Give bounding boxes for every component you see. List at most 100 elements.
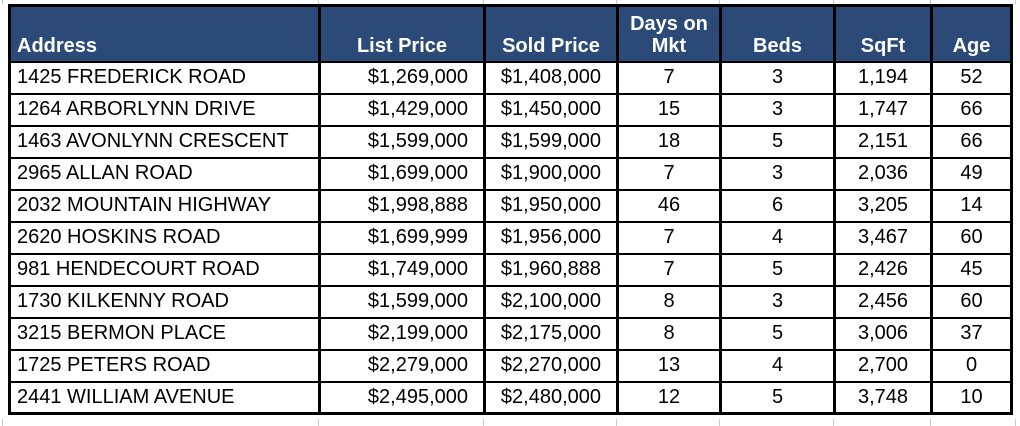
gridline-tick [833,419,834,426]
cell-days-on-mkt[interactable]: 18 [616,124,722,159]
cell-sqft[interactable]: 3,467 [833,220,933,255]
cell-beds[interactable]: 5 [719,124,836,159]
cell-beds[interactable]: 5 [719,252,836,287]
cell-list-price[interactable]: $1,699,999 [318,220,486,255]
cell-address[interactable]: 1425 FREDERICK ROAD [8,60,321,95]
cell-age[interactable]: 0 [930,348,1013,383]
table-row: 2032 MOUNTAIN HIGHWAY $1,998,888 $1,950,00… [8,188,1013,223]
cell-days-on-mkt[interactable]: 7 [616,156,722,191]
cell-sqft[interactable]: 2,426 [833,252,933,287]
cell-sold-price[interactable]: $1,960,888 [483,252,619,287]
column-header-list-price[interactable]: List Price [318,4,486,63]
table-row: 3215 BERMON PLACE $2,199,000 $2,175,000 8 5 3… [8,316,1013,351]
cell-sqft[interactable]: 2,456 [833,284,933,319]
cell-age[interactable]: 10 [930,380,1013,415]
cell-beds[interactable]: 5 [719,380,836,415]
gridline-tick [483,419,484,426]
cell-address[interactable]: 2965 ALLAN ROAD [8,156,321,191]
cell-address[interactable]: 1730 KILKENNY ROAD [8,284,321,319]
cell-days-on-mkt[interactable]: 13 [616,348,722,383]
cell-sold-price[interactable]: $2,480,000 [483,380,619,415]
cell-sold-price[interactable]: $2,270,000 [483,348,619,383]
column-header-beds[interactable]: Beds [719,4,836,63]
cell-sqft[interactable]: 3,205 [833,188,933,223]
cell-address[interactable]: 2032 MOUNTAIN HIGHWAY [8,188,321,223]
cell-beds[interactable]: 4 [719,220,836,255]
cell-days-on-mkt[interactable]: 8 [616,284,722,319]
cell-list-price[interactable]: $1,269,000 [318,60,486,95]
gridline-tick [833,0,834,4]
cell-age[interactable]: 45 [930,252,1013,287]
cell-sold-price[interactable]: $2,175,000 [483,316,619,351]
gridline-tick [318,0,319,4]
cell-sold-price[interactable]: $1,950,000 [483,188,619,223]
cell-address[interactable]: 3215 BERMON PLACE [8,316,321,351]
cell-list-price[interactable]: $2,495,000 [318,380,486,415]
cell-days-on-mkt[interactable]: 46 [616,188,722,223]
column-header-address[interactable]: Address [8,4,321,63]
cell-age[interactable]: 60 [930,220,1013,255]
cell-age[interactable]: 66 [930,124,1013,159]
cell-age[interactable]: 14 [930,188,1013,223]
cell-days-on-mkt[interactable]: 15 [616,92,722,127]
property-listings-table: Address List Price Sold Price Days on Mkt Be… [8,4,1013,415]
gridline-tick [616,0,617,4]
gridline-tick [930,419,931,426]
cell-sqft[interactable]: 2,036 [833,156,933,191]
cell-list-price[interactable]: $1,429,000 [318,92,486,127]
cell-days-on-mkt[interactable]: 8 [616,316,722,351]
cell-list-price[interactable]: $1,998,888 [318,188,486,223]
column-header-days-on-mkt[interactable]: Days on Mkt [616,4,722,63]
cell-beds[interactable]: 4 [719,348,836,383]
cell-age[interactable]: 52 [930,60,1013,95]
cell-days-on-mkt[interactable]: 7 [616,252,722,287]
cell-beds[interactable]: 3 [719,60,836,95]
cell-address[interactable]: 1463 AVONLYNN CRESCENT [8,124,321,159]
gridline-tick [1015,419,1016,426]
cell-beds[interactable]: 3 [719,92,836,127]
cell-age[interactable]: 37 [930,316,1013,351]
cell-list-price[interactable]: $2,199,000 [318,316,486,351]
cell-beds[interactable]: 6 [719,188,836,223]
table-row: 2441 WILLIAM AVENUE $2,495,000 $2,480,000 1… [8,380,1013,415]
cell-address[interactable]: 1725 PETERS ROAD [8,348,321,383]
cell-days-on-mkt[interactable]: 12 [616,380,722,415]
cell-sqft[interactable]: 3,748 [833,380,933,415]
cell-sold-price[interactable]: $1,450,000 [483,92,619,127]
cell-list-price[interactable]: $1,599,000 [318,284,486,319]
cell-age[interactable]: 66 [930,92,1013,127]
table-header-row: Address List Price Sold Price Days on Mkt Be… [8,4,1013,63]
column-header-sold-price[interactable]: Sold Price [483,4,619,63]
cell-sold-price[interactable]: $1,408,000 [483,60,619,95]
cell-list-price[interactable]: $1,699,000 [318,156,486,191]
table-row: 2620 HOSKINS ROAD $1,699,999 $1,956,000 7 4 3… [8,220,1013,255]
cell-address[interactable]: 2620 HOSKINS ROAD [8,220,321,255]
cell-address[interactable]: 981 HENDECOURT ROAD [8,252,321,287]
cell-address[interactable]: 1264 ARBORLYNN DRIVE [8,92,321,127]
cell-days-on-mkt[interactable]: 7 [616,220,722,255]
cell-beds[interactable]: 3 [719,284,836,319]
cell-age[interactable]: 60 [930,284,1013,319]
cell-sold-price[interactable]: $1,900,000 [483,156,619,191]
cell-list-price[interactable]: $1,749,000 [318,252,486,287]
cell-beds[interactable]: 5 [719,316,836,351]
table-body: 1425 FREDERICK ROAD $1,269,000 $1,408,000 7… [8,60,1013,415]
cell-sqft[interactable]: 3,006 [833,316,933,351]
cell-sqft[interactable]: 2,151 [833,124,933,159]
cell-age[interactable]: 49 [930,156,1013,191]
cell-sold-price[interactable]: $1,599,000 [483,124,619,159]
cell-list-price[interactable]: $2,279,000 [318,348,486,383]
cell-address[interactable]: 2441 WILLIAM AVENUE [8,380,321,415]
cell-sold-price[interactable]: $2,100,000 [483,284,619,319]
cell-sqft[interactable]: 2,700 [833,348,933,383]
cell-sold-price[interactable]: $1,956,000 [483,220,619,255]
column-header-sqft[interactable]: SqFt [833,4,933,63]
column-header-age[interactable]: Age [930,4,1013,63]
cell-days-on-mkt[interactable]: 7 [616,60,722,95]
cell-sqft[interactable]: 1,194 [833,60,933,95]
cell-list-price[interactable]: $1,599,000 [318,124,486,159]
cell-beds[interactable]: 3 [719,156,836,191]
cell-sqft[interactable]: 1,747 [833,92,933,127]
gridline-tick [483,0,484,4]
gridline-tick [2,419,3,426]
